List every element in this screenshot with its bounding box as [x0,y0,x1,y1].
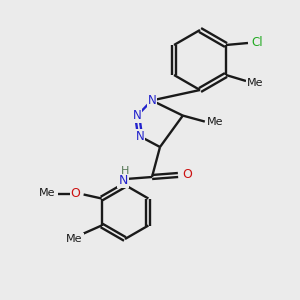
Text: O: O [182,169,192,182]
Text: N: N [118,175,128,188]
Text: Me: Me [247,78,263,88]
Text: Me: Me [66,233,83,244]
Text: N: N [147,94,156,107]
Text: Cl: Cl [251,37,263,50]
Text: O: O [71,187,81,200]
Text: Me: Me [39,188,56,199]
Text: H: H [121,166,129,176]
Text: N: N [133,109,142,122]
Text: Me: Me [207,117,223,127]
Text: N: N [136,130,145,143]
